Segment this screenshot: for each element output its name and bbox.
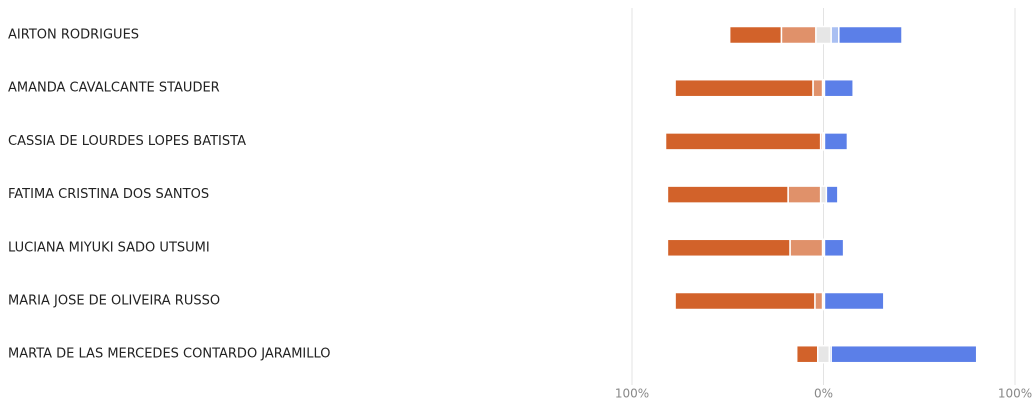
bar-segment bbox=[666, 238, 791, 258]
bar-segment bbox=[795, 344, 819, 364]
bar-segment bbox=[789, 238, 824, 258]
bar-segment bbox=[830, 344, 978, 364]
bar-segment bbox=[823, 78, 854, 98]
category-label: MARIA JOSE DE OLIVEIRA RUSSO bbox=[8, 294, 220, 309]
x-tick-label: 100% bbox=[998, 387, 1032, 401]
bar-segment bbox=[814, 291, 824, 311]
bar-segment bbox=[817, 344, 830, 364]
bar-segment bbox=[787, 185, 822, 204]
bar-segment bbox=[838, 25, 903, 45]
bar-segment bbox=[812, 78, 824, 98]
bar-segment bbox=[823, 238, 845, 258]
category-label: CASSIA DE LOURDES LOPES BATISTA bbox=[8, 134, 246, 149]
bar-segment bbox=[780, 25, 817, 45]
bar-segment bbox=[823, 291, 885, 311]
category-label: AMANDA CAVALCANTE STAUDER bbox=[8, 81, 220, 96]
bar-segment bbox=[674, 291, 816, 311]
category-label: AIRTON RODRIGUES bbox=[8, 28, 139, 43]
category-label: LUCIANA MIYUKI SADO UTSUMI bbox=[8, 240, 210, 255]
bar-segment bbox=[825, 185, 839, 204]
category-label: FATIMA CRISTINA DOS SANTOS bbox=[8, 187, 209, 202]
x-tick-label: 100% bbox=[615, 387, 649, 401]
bar-segment bbox=[674, 78, 814, 98]
bar-segment bbox=[823, 132, 849, 151]
category-label: MARTA DE LAS MERCEDES CONTARDO JARAMILLO bbox=[8, 347, 331, 362]
bar-segment bbox=[666, 185, 789, 204]
bar-segment bbox=[664, 132, 822, 151]
bar-segment bbox=[830, 25, 840, 45]
bar-segment bbox=[819, 185, 828, 204]
bar-segment bbox=[815, 25, 832, 45]
x-tick-label: 0% bbox=[814, 387, 833, 401]
bar-segment bbox=[728, 25, 783, 45]
